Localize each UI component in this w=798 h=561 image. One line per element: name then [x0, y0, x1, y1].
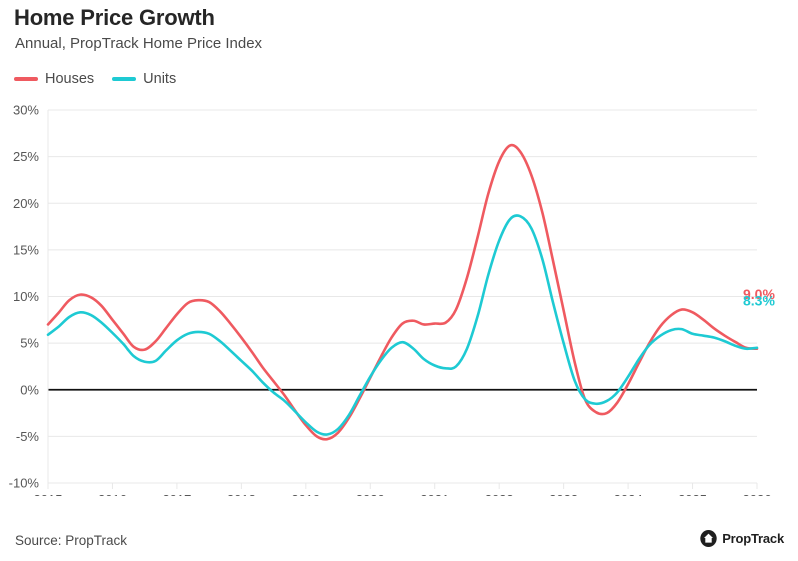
- y-axis-tick-label: -10%: [9, 476, 40, 491]
- grid-lines: [47, 109, 757, 484]
- y-axis-ticks: -10% -5% 0% 5% 10% 15% 20% 25% 30%: [9, 103, 40, 491]
- page-title: Home Price Growth: [14, 5, 215, 30]
- x-axis-tick-label: 2022: [485, 492, 514, 496]
- brand-logo: PropTrack: [700, 530, 784, 547]
- y-axis-tick-label: 5%: [20, 336, 39, 351]
- legend-swatch-houses-icon: [14, 77, 38, 81]
- data-annotations: 9.0%8.3%: [743, 286, 775, 309]
- source-note: Source: PropTrack: [15, 533, 128, 548]
- y-axis-tick-label: 25%: [13, 149, 39, 164]
- x-axis-tick-label: 2016: [98, 492, 127, 496]
- chart-legend: Houses Units: [14, 68, 176, 90]
- y-axis-tick-label: 15%: [13, 242, 39, 257]
- chart-subtitle: Annual, PropTrack Home Price Index: [15, 35, 263, 52]
- y-axis-tick-label: 0%: [20, 382, 39, 397]
- line-chart-svg: -10%-5%0%5%10%15%20%25%30% 2015201620172…: [9, 103, 776, 497]
- x-axis-tick-label: 2023: [549, 492, 578, 496]
- series-line-houses: [46, 143, 759, 441]
- x-axis-tick-label: 2020: [356, 492, 385, 496]
- x-axis-tick-label: 2021: [420, 492, 449, 496]
- brand-name: PropTrack: [722, 531, 784, 546]
- x-axis-ticks: 2015 2016 2017 2018 2019 2020 2021 2022 2023 2024…: [34, 483, 772, 496]
- legend-swatch-units-icon: [112, 77, 137, 81]
- x-axis-tick-label: 2018: [227, 492, 256, 496]
- x-axis-tick-label: 2015: [34, 492, 63, 496]
- plot-area: -10%-5%0%5%10%15%20%25%30% 2015201620172…: [0, 96, 798, 497]
- legend-label-units: Units: [143, 71, 177, 87]
- data-series-group: [46, 143, 759, 441]
- x-axis-tick-label: 2019: [291, 492, 320, 496]
- legend-label-houses: Houses: [45, 71, 95, 87]
- x-axis-tick-label: 2024: [614, 492, 643, 496]
- legend-item-units[interactable]: Units: [112, 71, 176, 87]
- y-axis-tick-label: 20%: [13, 196, 39, 211]
- y-axis-tick-label: 30%: [13, 103, 39, 118]
- series-line-units: [46, 214, 759, 436]
- legend-item-houses[interactable]: Houses: [14, 71, 94, 87]
- y-axis-tick-label: -5%: [16, 429, 40, 444]
- houses-endpoint-label: 9.0%: [743, 286, 775, 302]
- x-axis-tick-label: 2017: [162, 492, 191, 496]
- house-logo-icon: [700, 530, 717, 547]
- x-axis-tick-label: 2025: [678, 492, 707, 496]
- y-axis-tick-label: 10%: [13, 289, 39, 304]
- units-endpoint-label: 8.3%: [743, 292, 775, 308]
- x-axis-tick-label: 2026: [743, 492, 772, 496]
